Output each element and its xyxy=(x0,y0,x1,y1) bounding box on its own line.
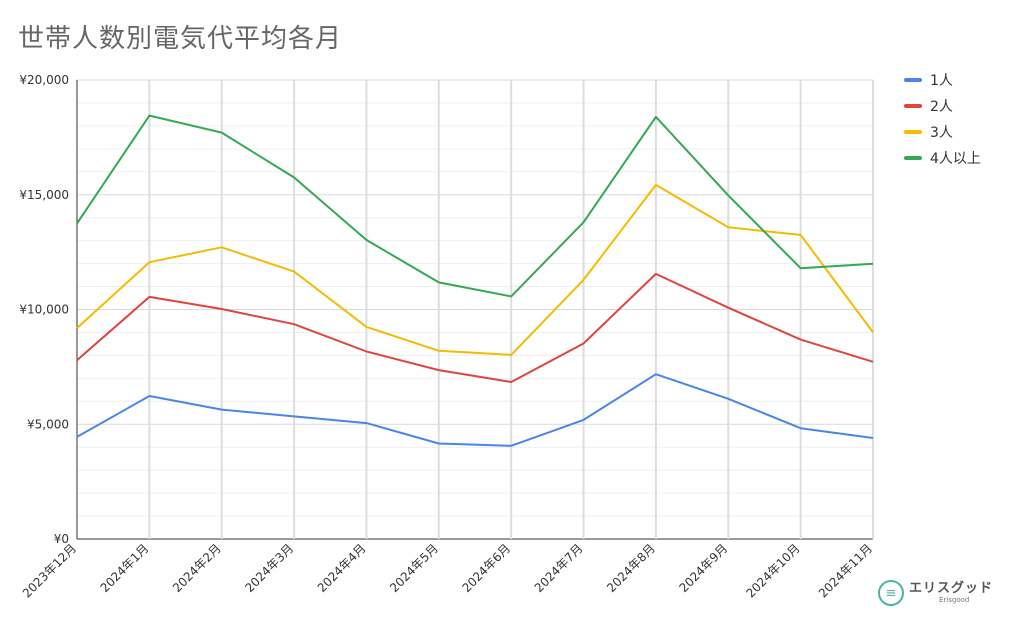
legend-label: 2人 xyxy=(930,99,953,115)
y-tick-label: ¥0 xyxy=(54,532,69,546)
chart-title: 世帯人数別電気代平均各月 xyxy=(18,24,343,54)
logo-name: エリスグッド xyxy=(909,581,994,596)
y-tick-label: ¥5,000 xyxy=(27,417,69,431)
series-line-4人以上 xyxy=(76,114,874,298)
x-tick-label: 2024年8月 xyxy=(604,541,658,595)
x-tick-label: 2024年3月 xyxy=(242,541,296,595)
y-tick-label: ¥20,000 xyxy=(19,73,69,87)
series-line-2人 xyxy=(76,272,874,383)
y-tick-label: ¥10,000 xyxy=(19,303,69,317)
legend-label: 1人 xyxy=(930,73,953,89)
x-tick-label: 2024年10月 xyxy=(743,541,802,600)
x-tick-label: 2024年1月 xyxy=(98,541,152,595)
x-tick-label: 2023年12月 xyxy=(20,541,79,600)
legend-label: 3人 xyxy=(930,125,953,141)
x-tick-label: 2024年11月 xyxy=(816,541,875,600)
series-line-1人 xyxy=(76,373,874,447)
x-tick-label: 2024年6月 xyxy=(459,541,513,595)
x-tick-label: 2024年2月 xyxy=(170,541,224,595)
logo-icon: ≡ xyxy=(878,580,904,606)
x-tick-label: 2024年9月 xyxy=(677,541,731,595)
logo-subtitle: Erisgood xyxy=(939,596,970,604)
series-line-3人 xyxy=(76,183,874,356)
x-tick-label: 2024年4月 xyxy=(315,541,369,595)
legend-label: 4人以上 xyxy=(930,151,981,167)
brand-logo: ≡ エリスグッド Erisgood xyxy=(878,580,993,606)
y-tick-label: ¥15,000 xyxy=(19,188,69,202)
x-tick-label: 2024年5月 xyxy=(387,541,441,595)
x-tick-label: 2024年7月 xyxy=(532,541,586,595)
